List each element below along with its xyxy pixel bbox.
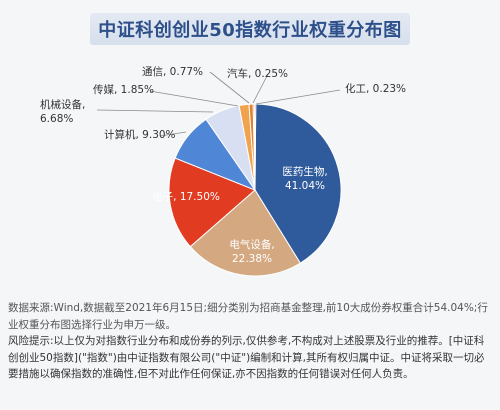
leader-lines [96, 71, 341, 137]
pie-slice [254, 103, 257, 191]
leader-line [255, 89, 341, 105]
slice-label: 汽车, 0.25% [227, 67, 288, 80]
slice-label: 医药生物, 41.04% [282, 165, 327, 192]
slice-label: 机械设备, 6.68% [40, 98, 85, 125]
footnotes: 数据来源:Wind,数据截至2021年6月15日;细分类别为招商基金整理,前10… [8, 300, 492, 383]
slice-label: 传媒, 1.85% [93, 83, 154, 96]
leader-line [96, 109, 214, 113]
pie-slice [168, 157, 256, 248]
pie-slices [168, 103, 342, 277]
pie-chart: 医药生物, 41.04% 电气设备, 22.38% 电子, 17.50% 计算机, 9.3… [40, 66, 406, 277]
leader-line [252, 73, 269, 104]
leader-line [159, 131, 187, 137]
slice-label: 电子, 17.50% [152, 190, 220, 203]
slice-label: 化工, 0.23% [345, 82, 406, 95]
pie-slice [254, 103, 342, 264]
slice-label: 电气设备, 22.38% [229, 238, 274, 265]
pie-slice [189, 189, 301, 277]
chart-title: 中证科创创业50指数行业权重分布图 [90, 13, 410, 45]
slice-labels: 医药生物, 41.04% 电气设备, 22.38% 电子, 17.50% 计算机, 9.3… [40, 66, 406, 265]
slice-label: 计算机, 9.30% [104, 128, 176, 141]
leader-line [149, 90, 239, 107]
data-source-note: 数据来源:Wind,数据截至2021年6月15日;细分类别为招商基金整理,前10… [8, 302, 488, 331]
slice-label: 通信, 0.77% [142, 66, 203, 78]
risk-disclaimer: 风险提示:以上仅为对指数行业分布和成份券的列示,仅供参考,不构成对上述股票及行业… [8, 335, 485, 380]
leader-line [209, 71, 250, 104]
